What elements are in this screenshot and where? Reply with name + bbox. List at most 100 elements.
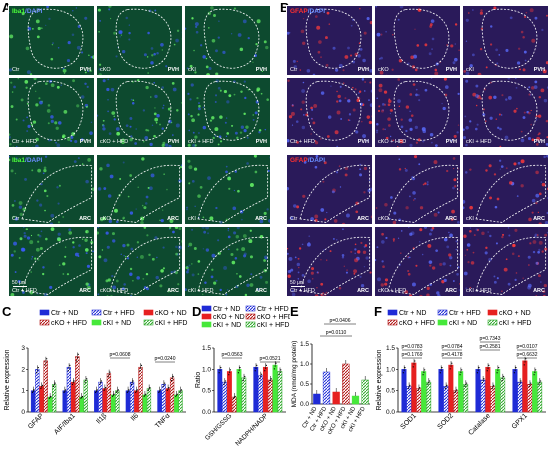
legend-label: Ctr + ND bbox=[213, 306, 240, 313]
region-outline bbox=[110, 237, 180, 294]
legend-label: Ctr + HFD bbox=[449, 310, 481, 317]
data-point bbox=[461, 369, 462, 370]
data-point bbox=[173, 376, 174, 377]
bar bbox=[222, 382, 226, 412]
data-point bbox=[270, 380, 271, 381]
region-outline bbox=[28, 81, 83, 140]
tile-group-label: cKO bbox=[100, 67, 111, 73]
tile-region-label: PVH bbox=[80, 139, 91, 145]
x-tick-label: GPX1 bbox=[511, 412, 529, 430]
bar bbox=[84, 380, 88, 412]
bar bbox=[439, 369, 444, 412]
data-point bbox=[223, 384, 224, 385]
data-point bbox=[280, 369, 281, 370]
bar bbox=[52, 384, 56, 412]
tile-group-label: Ctr bbox=[12, 216, 19, 222]
legend-swatch bbox=[488, 320, 497, 325]
data-point bbox=[136, 390, 137, 391]
legend-label: Ctr + ND bbox=[399, 310, 426, 317]
region-outline bbox=[110, 165, 180, 222]
bar bbox=[158, 391, 162, 412]
tile-region-label: ARC bbox=[533, 216, 545, 222]
bar bbox=[179, 391, 183, 412]
data-point bbox=[137, 389, 138, 390]
tile-group-label: Ctr bbox=[290, 216, 297, 222]
stain-label: Iba1/DAPI bbox=[12, 157, 42, 164]
data-point bbox=[73, 382, 74, 383]
tile-region-label: ARC bbox=[255, 288, 267, 294]
bar bbox=[170, 378, 174, 412]
tile-group-label: cKO + HFD bbox=[378, 288, 406, 294]
micrograph-texture bbox=[97, 6, 183, 76]
legend-label: cKI + ND bbox=[449, 320, 477, 327]
legend-label: cKI + HFD bbox=[155, 320, 187, 327]
tile-group-label: cKI + HFD bbox=[188, 139, 214, 145]
bar bbox=[444, 386, 449, 412]
data-point bbox=[243, 380, 244, 381]
data-point bbox=[429, 380, 430, 381]
y-tick-label: 0.5 bbox=[300, 381, 309, 388]
data-point bbox=[220, 367, 221, 368]
bar bbox=[115, 391, 119, 412]
data-point bbox=[497, 370, 498, 371]
data-point bbox=[419, 387, 420, 388]
micrograph-texture bbox=[97, 155, 183, 225]
legend-swatch bbox=[246, 314, 255, 319]
bar bbox=[232, 397, 236, 412]
bar bbox=[227, 371, 231, 412]
data-point bbox=[64, 390, 65, 391]
bar bbox=[166, 389, 170, 412]
p-value-annotation: p=0.0784 bbox=[442, 344, 463, 350]
data-point bbox=[168, 387, 169, 388]
micrograph-texture bbox=[185, 78, 271, 148]
data-point bbox=[269, 382, 270, 383]
data-point bbox=[515, 370, 516, 371]
y-axis-label: Relative expression bbox=[4, 349, 11, 410]
bar bbox=[107, 374, 111, 412]
micrograph-texture bbox=[185, 155, 271, 225]
data-point bbox=[158, 392, 159, 393]
data-point bbox=[460, 372, 461, 373]
bar bbox=[273, 365, 277, 412]
bar bbox=[491, 386, 496, 412]
tile-region-label: ARC bbox=[167, 288, 179, 294]
tile-group-label: Ctr bbox=[12, 67, 19, 73]
data-point bbox=[114, 394, 115, 395]
data-point bbox=[69, 365, 70, 366]
stain-label-marker: GFAP bbox=[290, 157, 308, 164]
data-point bbox=[179, 392, 180, 393]
legend-label: cKO + HFD bbox=[51, 320, 87, 327]
data-point bbox=[167, 388, 168, 389]
data-point bbox=[275, 365, 276, 366]
bar bbox=[147, 389, 151, 412]
tile-group-label: cKI bbox=[188, 216, 196, 222]
data-point bbox=[76, 360, 77, 361]
legend-label: cKO + HFD bbox=[399, 320, 435, 327]
bar bbox=[126, 391, 130, 412]
data-point bbox=[487, 370, 488, 371]
stain-label-dapi: /DAPI bbox=[25, 8, 42, 15]
x-tick-label: SOD2 bbox=[436, 412, 455, 431]
data-point bbox=[63, 392, 64, 393]
data-point bbox=[423, 374, 424, 375]
bar bbox=[407, 386, 412, 412]
data-point bbox=[104, 388, 105, 389]
p-value-annotation: p=0.6632 bbox=[517, 352, 538, 358]
data-point bbox=[175, 396, 176, 397]
data-point bbox=[149, 388, 150, 389]
data-point bbox=[465, 384, 466, 385]
data-point bbox=[275, 363, 276, 364]
data-point bbox=[501, 380, 502, 381]
data-point bbox=[95, 392, 96, 393]
data-point bbox=[46, 358, 47, 359]
data-point bbox=[54, 384, 55, 385]
bar bbox=[352, 396, 359, 404]
data-point bbox=[149, 387, 150, 388]
